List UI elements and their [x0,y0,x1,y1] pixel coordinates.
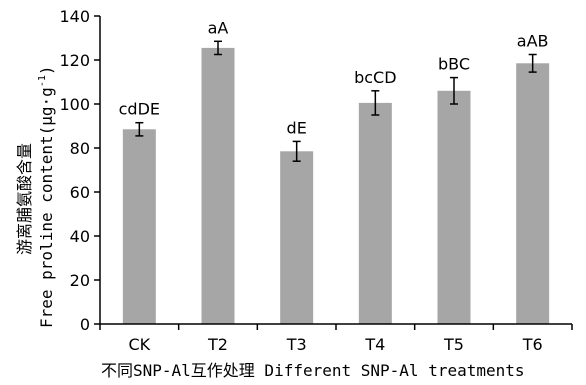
y-axis-label-en: Free proline content(μg·g-1) [37,65,56,328]
y-axis-label-en-text: Free proline content [37,135,56,328]
x-tick-label-T6: T6 [522,335,543,354]
y-tick-label-1: 20 [70,271,90,290]
y-axis-label-unit: (μg·g [37,87,56,135]
bar-T2 [201,47,235,325]
x-tick-label-T3: T3 [286,335,307,354]
y-axis: 0 20 40 60 80 100 120 140 [59,7,101,334]
y-tick-label-0: 0 [80,315,90,334]
data-label-T4: bcCD [354,68,396,87]
data-label-T2: aA [208,18,229,37]
x-tick-label-T2: T2 [207,335,228,354]
y-tick-label-4: 80 [70,139,90,158]
x-axis: CK T2 T3 T4 T5 T6 [99,323,573,354]
bar-T6 [516,63,550,325]
bar-CK [122,129,156,324]
y-tick-label-7: 140 [59,7,90,26]
y-axis-label-cn: 游离脯氨酸含量 [15,143,34,255]
data-label-T5: bBC [438,55,470,74]
y-tick-label-2: 40 [70,227,90,246]
data-label-T6: aAB [517,32,549,51]
bar-T4 [358,102,392,325]
x-tick-label-CK: CK [128,335,150,354]
data-label-CK: cdDE [119,100,160,119]
y-tick-label-6: 120 [59,51,90,70]
data-label-T3: dE [287,118,307,137]
y-axis-label-unit-close: ) [37,65,56,75]
bar-T5 [437,90,471,324]
x-axis-label: 不同SNP-Al互作处理 Different SNP-Al treatments [101,361,525,380]
bar-T3 [280,151,314,324]
y-axis-label-unit-exp: -1 [37,75,48,87]
x-tick-label-T4: T4 [364,335,385,354]
bars: cdDE aA dE bcCD bBC aAB [119,18,550,325]
x-tick-label-T5: T5 [443,335,464,354]
y-tick-label-3: 60 [70,183,90,202]
y-tick-label-5: 100 [59,95,90,114]
